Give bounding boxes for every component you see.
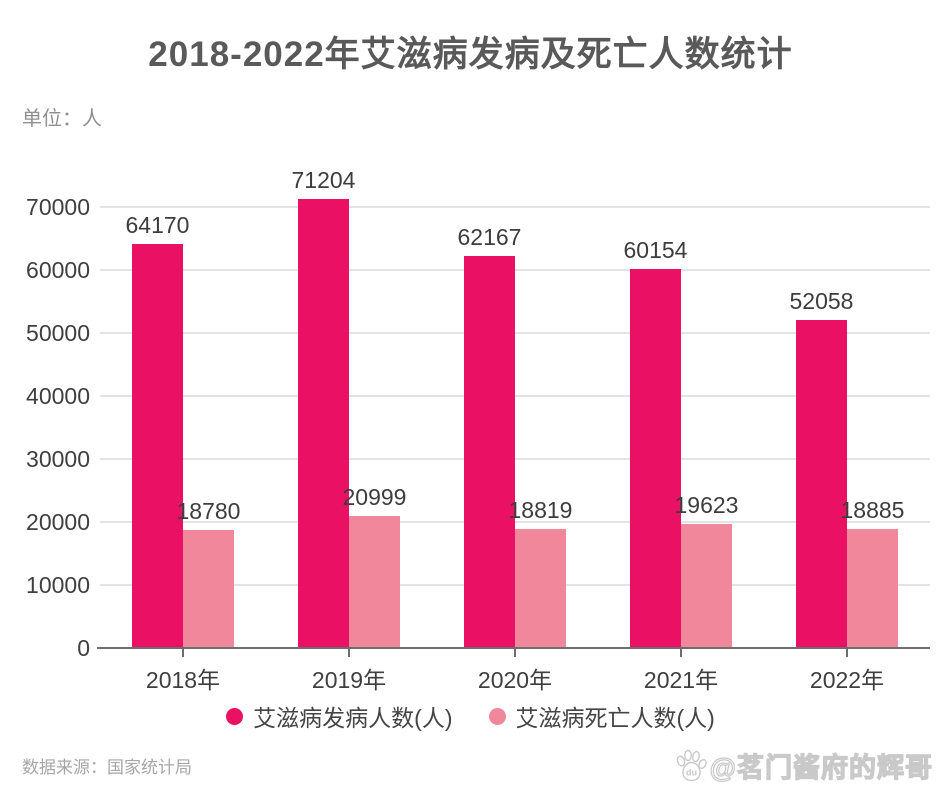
x-axis-label: 2022年 xyxy=(809,667,885,693)
bar-deaths xyxy=(349,516,400,648)
bar-value-label: 52058 xyxy=(789,288,854,314)
watermark: du @茗门酱府的辉哥 xyxy=(674,746,933,785)
x-axis-line xyxy=(97,647,930,649)
x-axis-tick xyxy=(348,648,350,657)
bar-incidence xyxy=(298,199,349,648)
gridline xyxy=(100,521,930,523)
bar-deaths xyxy=(183,530,234,648)
bar-value-label: 19623 xyxy=(674,492,739,518)
unit-label: 单位：人 xyxy=(22,108,102,130)
x-axis-label: 2021年 xyxy=(643,667,719,693)
bar-value-label: 18819 xyxy=(508,497,573,523)
watermark-text: @茗门酱府的辉哥 xyxy=(709,752,933,783)
legend-label-incidence: 艾滋病发病人数(人) xyxy=(253,705,453,731)
legend-label-deaths: 艾滋病死亡人数(人) xyxy=(515,705,715,731)
bar-deaths xyxy=(681,524,732,648)
bar-incidence xyxy=(630,269,681,648)
x-axis-tick xyxy=(680,648,682,657)
bar-incidence xyxy=(132,244,183,648)
bar-incidence xyxy=(796,320,847,648)
y-tick-label: 40000 xyxy=(26,383,90,409)
baidu-paw-icon: du xyxy=(676,749,707,781)
bar-value-label: 71204 xyxy=(291,167,356,193)
bar-value-label: 60154 xyxy=(623,237,688,263)
y-tick-label: 0 xyxy=(77,635,90,661)
gridline xyxy=(100,206,930,208)
x-axis-tick xyxy=(846,648,848,657)
plot-area: 2018年 64170 18780 2019年 71204 20999 2020年 62167… xyxy=(97,153,930,693)
gridline xyxy=(100,332,930,334)
x-axis-label: 2018年 xyxy=(145,667,221,693)
gridline xyxy=(100,395,930,397)
bar-value-label: 62167 xyxy=(457,224,522,250)
y-axis-tick-labels: 0 10000 20000 30000 40000 50000 60000 70000 xyxy=(6,153,90,661)
legend-dot xyxy=(488,707,506,725)
legend-dot xyxy=(226,707,244,725)
y-tick-label: 20000 xyxy=(26,509,90,535)
legend-item-deaths: 艾滋病死亡人数(人) xyxy=(488,699,715,733)
y-tick-label: 50000 xyxy=(26,320,90,346)
y-tick-label: 70000 xyxy=(26,194,90,220)
x-axis-tick xyxy=(514,648,516,657)
bar-value-label: 18885 xyxy=(840,497,905,523)
y-tick-label: 30000 xyxy=(26,446,90,472)
bar-deaths xyxy=(515,529,566,648)
chart-title: 2018-2022年艾滋病发病及死亡人数统计 xyxy=(148,35,793,74)
legend-item-incidence: 艾滋病发病人数(人) xyxy=(226,699,453,733)
bar-value-label: 20999 xyxy=(342,484,407,510)
chart-legend: 艾滋病发病人数(人) 艾滋病死亡人数(人) xyxy=(0,699,941,733)
bar-incidence xyxy=(464,256,515,648)
x-axis-tick xyxy=(182,648,184,657)
gridline xyxy=(100,269,930,271)
x-axis-label: 2019年 xyxy=(311,667,387,693)
bar-value-label: 18780 xyxy=(176,498,241,524)
x-axis-label: 2020年 xyxy=(477,667,553,693)
gridline xyxy=(100,458,930,460)
y-tick-label: 60000 xyxy=(26,257,90,283)
bar-deaths xyxy=(847,529,898,648)
data-source-label: 数据来源：国家统计局 xyxy=(22,758,192,777)
y-tick-label: 10000 xyxy=(26,572,90,598)
paw-du-text: du xyxy=(686,767,697,777)
bar-value-label: 64170 xyxy=(125,212,190,238)
